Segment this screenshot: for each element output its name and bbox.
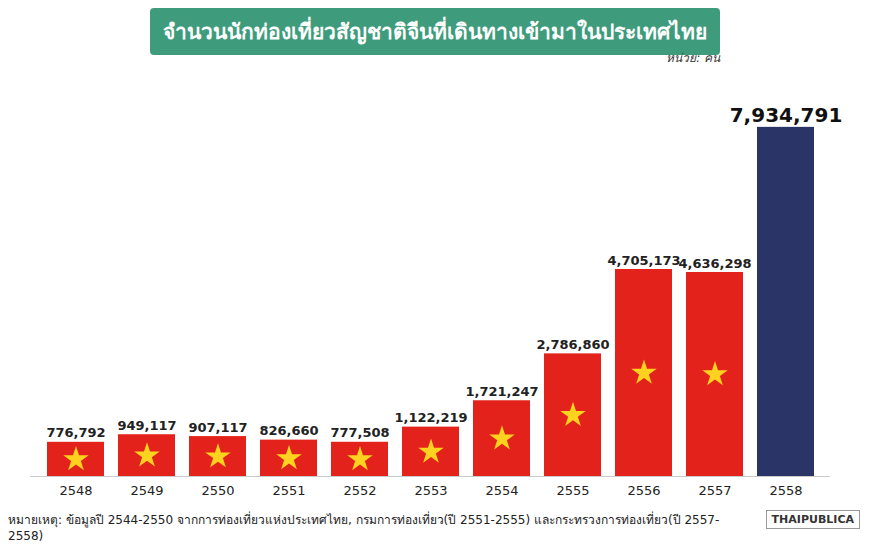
svg-text:2548: 2548 [59,483,92,498]
svg-text:826,660: 826,660 [259,423,318,438]
svg-text:2557: 2557 [698,483,731,498]
svg-text:2551: 2551 [272,483,305,498]
svg-text:907,117: 907,117 [188,420,247,435]
svg-text:2553: 2553 [414,483,447,498]
html-text:หมายเหตุ: ข้อมูลปี 2544-2550 จ: หมายเหตุ: ข้อมูลปี 2544-2550 จากการท่องเ… [8,513,720,543]
svg-text:2558: 2558 [769,483,802,498]
html-text:หน่วย: คน: หน่วย: คน [666,51,720,65]
svg-text:776,792: 776,792 [46,425,105,440]
html-text:จำนวนนักท่องเที่ยวสัญชาติจีนที: จำนวนนักท่องเที่ยวสัญชาติจีนที่เดินทางเข… [163,20,707,44]
svg-text:2555: 2555 [556,483,589,498]
svg-text:777,508: 777,508 [330,425,389,440]
svg-text:2,786,860: 2,786,860 [536,337,609,352]
svg-text:2556: 2556 [627,483,660,498]
svg-text:4,705,173: 4,705,173 [607,253,680,268]
svg-text:1,721,247: 1,721,247 [465,384,538,399]
svg-text:2554: 2554 [485,483,518,498]
svg-text:2549: 2549 [130,483,163,498]
svg-text:949,117: 949,117 [117,418,176,433]
html-text:THAIPUBLICA: THAIPUBLICA [771,513,854,526]
svg-text:7,934,791: 7,934,791 [730,103,843,127]
svg-text:4,636,298: 4,636,298 [678,256,751,271]
svg-text:2550: 2550 [201,483,234,498]
svg-text:1,122,219: 1,122,219 [394,410,467,425]
svg-text:2552: 2552 [343,483,376,498]
